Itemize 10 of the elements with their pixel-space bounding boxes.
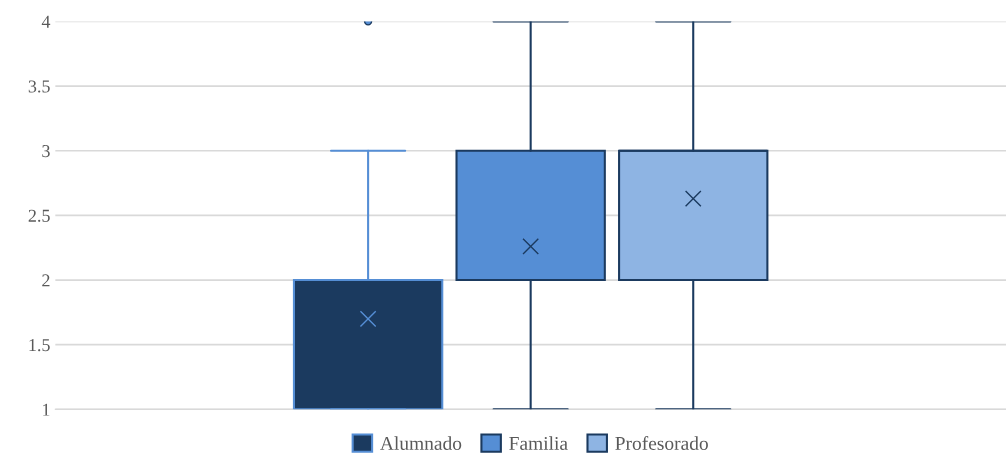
y-tick-label: 2.5 [28,209,50,222]
y-tick-label: 3 [42,145,50,158]
y-tick-label: 3.5 [28,80,50,93]
y-tick-label: 1 [43,403,50,416]
legend-label: Alumnado [380,436,462,450]
legend-label: Familia [509,436,568,450]
y-tick-label: 4 [41,15,51,28]
y-tick-label: 1.5 [29,339,50,352]
legend-label: Profesorado [615,436,708,450]
y-tick-label: 2 [42,274,50,287]
